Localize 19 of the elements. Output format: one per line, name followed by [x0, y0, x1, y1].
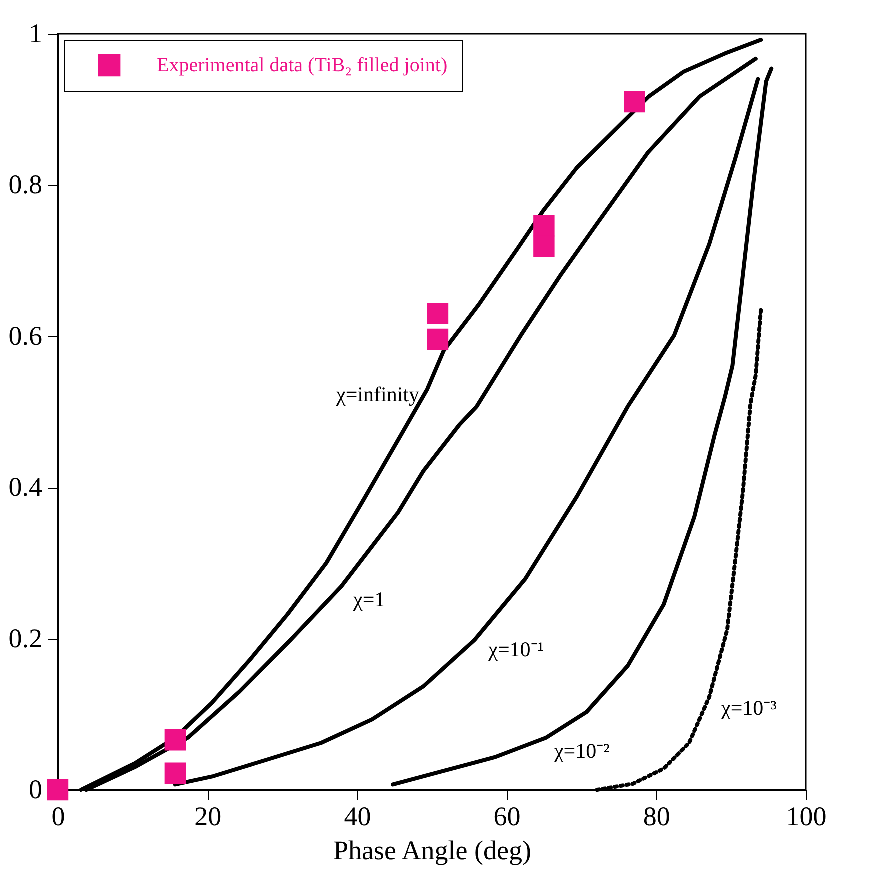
- y-tick-label: 0.6: [8, 320, 42, 351]
- legend-label: Experimental data (TiB₂ filled joint): [157, 54, 448, 76]
- x-tick-label: 40: [344, 802, 372, 832]
- series-label: χ=10⁻¹: [488, 637, 544, 662]
- x-tick-label: 80: [643, 802, 670, 832]
- series-label: χ=1: [352, 588, 386, 612]
- x-tick-label: 60: [494, 802, 521, 832]
- y-tick-label: 0.8: [8, 170, 42, 200]
- y-tick-label: 0.2: [8, 623, 42, 654]
- x-axis-title: Phase Angle (deg): [334, 836, 532, 866]
- x-tick-label: 100: [786, 802, 827, 832]
- series-label: χ=10⁻³: [720, 696, 777, 720]
- series-label: χ=infinity: [336, 382, 420, 406]
- x-tick-label: 0: [52, 802, 66, 832]
- y-tick-label: 1: [29, 18, 42, 48]
- series-label: χ=10⁻²: [553, 738, 610, 763]
- y-tick-label: 0: [29, 774, 42, 804]
- x-tick-label: 20: [194, 802, 222, 832]
- y-tick-label: 0.4: [8, 472, 43, 502]
